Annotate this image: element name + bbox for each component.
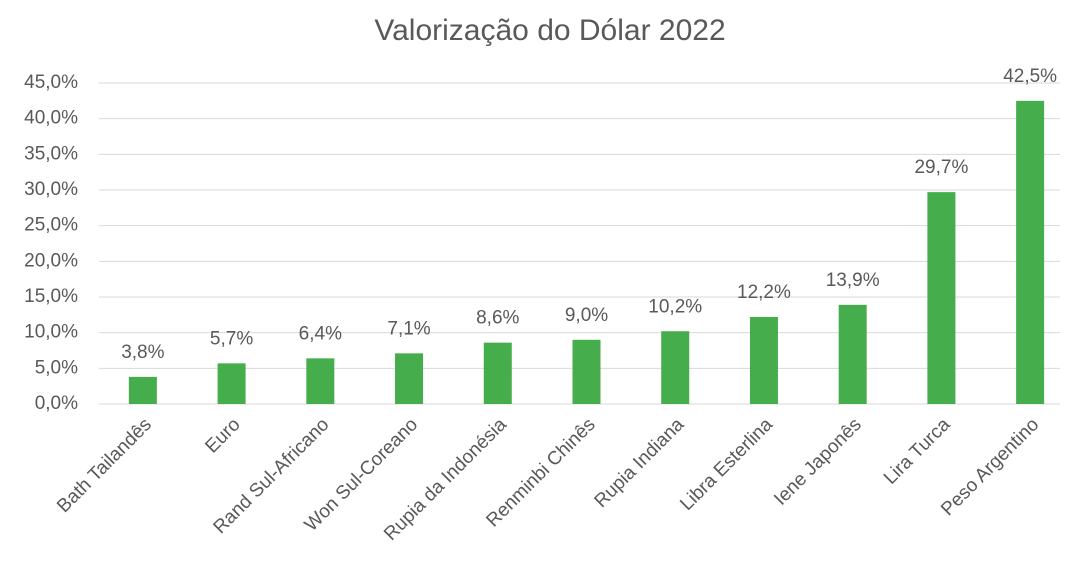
data-label: 29,7%: [914, 157, 968, 178]
x-tick-label: Bath Tailandês: [53, 414, 156, 517]
data-label: 3,8%: [121, 342, 164, 363]
x-tick-label: Lira Turca: [880, 414, 955, 489]
y-tick-label: 10,0%: [24, 322, 78, 343]
data-label: 6,4%: [299, 323, 342, 344]
y-tick-label: 20,0%: [24, 250, 78, 271]
y-tick-label: 35,0%: [24, 143, 78, 164]
y-tick-label: 40,0%: [24, 108, 78, 129]
y-tick-label: 5,0%: [35, 357, 78, 378]
bar: [483, 342, 512, 404]
bar: [749, 316, 778, 404]
data-label: 10,2%: [648, 296, 702, 317]
bar: [128, 376, 157, 404]
data-label: 42,5%: [1003, 66, 1057, 87]
chart-title: Valorização do Dólar 2022: [374, 14, 725, 47]
bar: [217, 363, 246, 404]
x-tick-label: Iene Japonês: [770, 414, 866, 510]
data-label: 9,0%: [565, 305, 608, 326]
x-tick-label: Libra Esterlina: [676, 414, 777, 515]
x-tick-label: Euro: [201, 414, 244, 457]
y-tick-label: 0,0%: [35, 393, 78, 414]
data-label: 13,9%: [826, 270, 880, 291]
y-tick-label: 45,0%: [24, 72, 78, 93]
data-label: 8,6%: [476, 308, 519, 329]
bar: [1016, 100, 1045, 404]
bar: [306, 358, 335, 404]
data-label: 7,1%: [387, 318, 430, 339]
data-label: 12,2%: [737, 282, 791, 303]
bar: [661, 331, 690, 404]
y-tick-label: 25,0%: [24, 215, 78, 236]
y-tick-label: 15,0%: [24, 286, 78, 307]
y-tick-label: 30,0%: [24, 179, 78, 200]
bar: [838, 304, 867, 404]
bar: [927, 192, 956, 404]
bar: [572, 339, 601, 404]
bar: [395, 353, 424, 404]
x-tick-label: Rupia Indiana: [591, 414, 689, 512]
data-label: 5,7%: [210, 328, 253, 349]
